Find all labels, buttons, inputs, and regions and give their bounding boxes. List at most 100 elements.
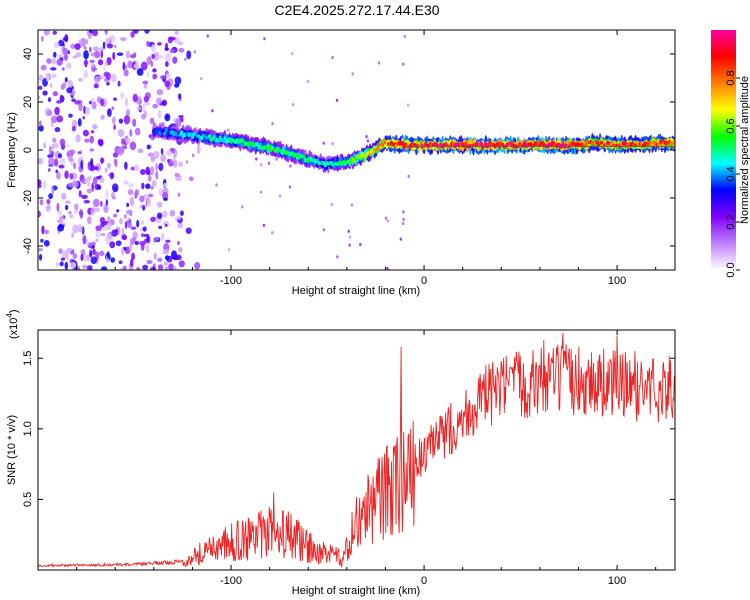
snr-ylabel: SNR (10 * v/v): [6, 415, 18, 485]
noise-mark: [185, 160, 189, 164]
chart-title: C2E4.2025.272.17.44.E30: [274, 2, 439, 18]
noise-mark: [60, 257, 66, 261]
noise-mark: [177, 240, 180, 246]
noise-mark: [56, 172, 61, 180]
noise-mark: [86, 254, 90, 262]
noise-mark: [106, 222, 112, 231]
noise-mark: [123, 180, 129, 185]
noise-mark: [66, 62, 72, 69]
noise-mark: [146, 259, 153, 265]
noise-mark: [142, 264, 149, 270]
noise-mark: [156, 55, 164, 59]
noise-mark: [95, 238, 99, 242]
noise-mark: [116, 52, 124, 56]
noise-mark: [113, 44, 117, 49]
noise-mark: [145, 244, 150, 254]
noise-mark: [120, 37, 127, 42]
noise-mark: [123, 115, 131, 125]
noise-mark: [53, 158, 59, 167]
noise-mark: [73, 162, 77, 170]
noise-mark: [97, 138, 104, 145]
noise-mark: [74, 203, 79, 211]
colorbar-tick-label: 0.2: [725, 214, 737, 229]
noise-mark: [38, 85, 43, 90]
noise-mark: [97, 59, 104, 66]
noise-mark: [103, 205, 109, 214]
noise-mark: [173, 118, 176, 123]
colorbar: 0.0 0.2 0.4 0.6 0.8 Normalized spectral ampl…: [711, 30, 750, 278]
noise-mark: [127, 60, 133, 69]
noise-mark: [128, 182, 134, 188]
noise-mark: [145, 166, 151, 176]
noise-mark: [168, 263, 174, 270]
noise-mark: [165, 150, 173, 157]
noise-mark: [186, 50, 192, 60]
snr-multiplier-base: (x10: [8, 318, 20, 339]
noise-mark: [134, 164, 140, 172]
noise-mark: [54, 127, 61, 133]
noise-mark: [92, 30, 99, 37]
x-tick-label: -100: [220, 575, 242, 587]
noise-mark: [89, 148, 95, 152]
noise-mark: [140, 242, 145, 251]
noise-mark: [81, 264, 88, 269]
noise-mark: [92, 248, 96, 256]
noise-mark: [56, 115, 64, 123]
noise-mark: [124, 221, 128, 230]
colorbar-gradient: [711, 30, 736, 270]
noise-mark: [43, 142, 47, 149]
noise-mark: [165, 73, 171, 79]
noise-mark: [291, 103, 295, 107]
noise-mark: [104, 167, 108, 173]
noise-mark: [178, 247, 183, 253]
noise-mark: [118, 118, 124, 124]
ridge-mark: [251, 141, 255, 145]
noise-mark: [52, 143, 59, 149]
noise-mark: [130, 237, 135, 245]
noise-mark: [98, 47, 105, 52]
noise-mark: [58, 248, 63, 255]
noise-mark: [322, 141, 325, 145]
noise-mark: [118, 260, 123, 265]
y-tick-label: 1.5: [22, 351, 34, 366]
noise-mark: [289, 164, 292, 168]
noise-mark: [117, 129, 125, 137]
noise-mark: [64, 200, 71, 204]
noise-mark: [81, 194, 88, 200]
noise-mark: [121, 227, 125, 234]
noise-mark: [140, 61, 148, 71]
noise-mark: [58, 164, 65, 169]
snr-series-line: [38, 332, 675, 568]
noise-mark: [58, 39, 64, 47]
noise-mark: [130, 31, 135, 38]
noise-mark: [262, 223, 266, 227]
noise-mark: [46, 58, 52, 64]
noise-mark: [38, 74, 44, 81]
noise-mark: [171, 254, 176, 258]
snr-multiplier: (x104): [5, 309, 20, 339]
noise-mark: [164, 42, 169, 51]
noise-mark: [50, 67, 57, 71]
noise-mark: [121, 138, 125, 145]
noise-mark: [73, 210, 79, 214]
noise-mark: [407, 174, 410, 178]
noise-mark: [45, 72, 50, 82]
noise-mark: [128, 242, 133, 252]
noise-mark: [146, 56, 152, 66]
noise-mark: [116, 209, 120, 213]
noise-mark: [157, 257, 163, 263]
y-tick-label: 20: [22, 96, 34, 108]
noise-mark: [226, 128, 230, 132]
noise-mark: [196, 144, 201, 154]
noise-mark: [124, 214, 127, 219]
noise-mark: [126, 217, 130, 222]
noise-mark: [58, 153, 62, 159]
noise-mark: [129, 258, 134, 268]
noise-mark: [94, 75, 100, 84]
noise-mark: [153, 252, 157, 260]
y-tick-label: 40: [22, 48, 34, 60]
noise-mark: [83, 253, 87, 263]
noise-mark: [112, 116, 116, 125]
noise-mark: [52, 91, 59, 97]
noise-mark: [169, 162, 174, 166]
